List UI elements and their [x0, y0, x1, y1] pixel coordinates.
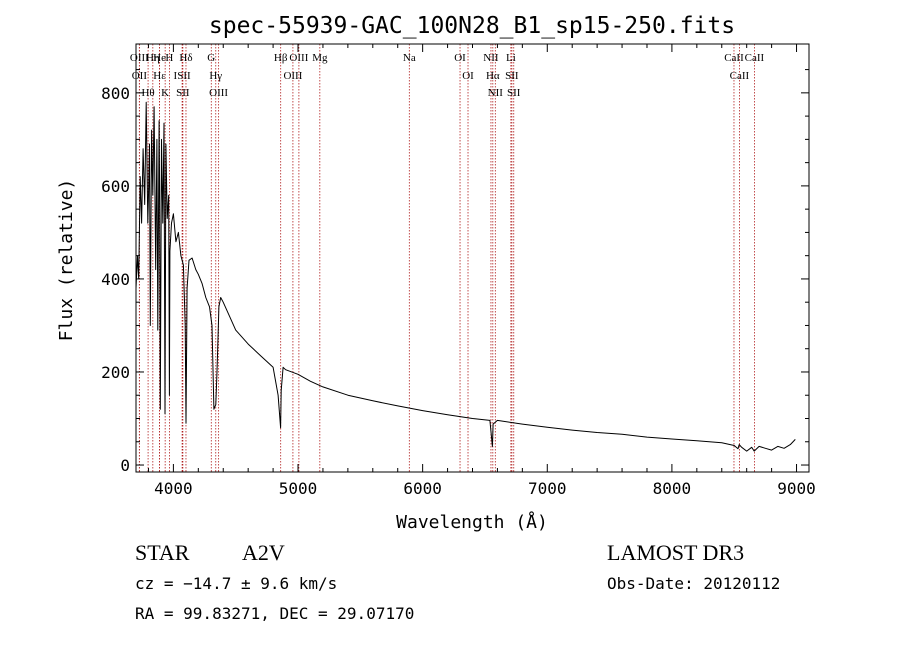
y-tick-label-600: 600: [101, 177, 130, 196]
y-tick-label-400: 400: [101, 270, 130, 289]
y-tick-label-0: 0: [120, 456, 130, 475]
y-tick-label-200: 200: [101, 363, 130, 382]
line-label-11: OIII: [209, 87, 228, 99]
line-label-27: CaII: [724, 52, 744, 64]
y-tick-label-800: 800: [101, 84, 130, 103]
x-tick-label-7000: 7000: [528, 479, 567, 498]
x-tick-label-5000: 5000: [279, 479, 318, 498]
line-label-22: NII: [483, 52, 499, 64]
line-label-21: Hα: [486, 70, 500, 82]
subclass: A2V: [242, 540, 285, 565]
line-label-12: Hγ: [209, 70, 222, 82]
line-label-10: SII: [176, 87, 190, 99]
x-axis-label: Wavelength (Å): [396, 511, 548, 533]
chart-title: spec-55939-GAC_100N28_B1_sp15-250.fits: [209, 13, 735, 39]
x-tick-label-9000: 9000: [777, 479, 816, 498]
line-label-8: ISII: [174, 70, 191, 82]
line-label-6: K: [161, 87, 169, 99]
line-label-29: CaII: [745, 52, 765, 64]
spectral-line-markers: [138, 44, 755, 472]
line-label-3: Hε: [153, 70, 166, 82]
line-label-18: Na: [403, 52, 416, 64]
line-label-4: He: [153, 52, 166, 64]
line-label-16: OIII: [289, 52, 308, 64]
line-label-2: Hθ: [141, 87, 154, 99]
redshift-cz: cz = −14.7 ± 9.6 km/s: [135, 574, 338, 593]
line-label-26: Li: [506, 52, 516, 64]
line-label-9: Hδ: [179, 52, 192, 64]
spectrum-series: [135, 101, 796, 452]
object-type: STAR: [135, 540, 190, 565]
line-label-14: Hβ: [274, 52, 288, 64]
line-label-28: CaII: [730, 70, 750, 82]
axes: 4000 5000 6000 7000 8000 9000 0 200 400 600 800: [101, 44, 816, 498]
x-tick-label-6000: 6000: [403, 479, 442, 498]
x-tick-label-8000: 8000: [653, 479, 692, 498]
line-label-20: OI: [462, 70, 474, 82]
plot-frame: [135, 43, 810, 473]
survey-name: LAMOST DR3: [607, 540, 745, 565]
line-label-0: OIII: [130, 52, 149, 64]
line-label-17: Mg: [312, 52, 328, 64]
line-label-7: H: [165, 52, 173, 64]
line-label-13: G: [207, 52, 215, 64]
line-label-1: OII: [132, 70, 148, 82]
line-label-24: SII: [505, 70, 519, 82]
obs-date: Obs-Date: 20120112: [607, 574, 781, 593]
line-label-23: NII: [488, 87, 504, 99]
line-label-5: Hη: [146, 52, 160, 64]
series-line-flux: [135, 101, 796, 452]
line-label-15: OIII: [283, 70, 302, 82]
line-label-25: SII: [507, 87, 521, 99]
line-label-19: OI: [454, 52, 466, 64]
y-axis-label: Flux (relative): [56, 179, 77, 342]
x-tick-label-4000: 4000: [154, 479, 193, 498]
coordinates: RA = 99.83271, DEC = 29.07170: [135, 604, 415, 623]
